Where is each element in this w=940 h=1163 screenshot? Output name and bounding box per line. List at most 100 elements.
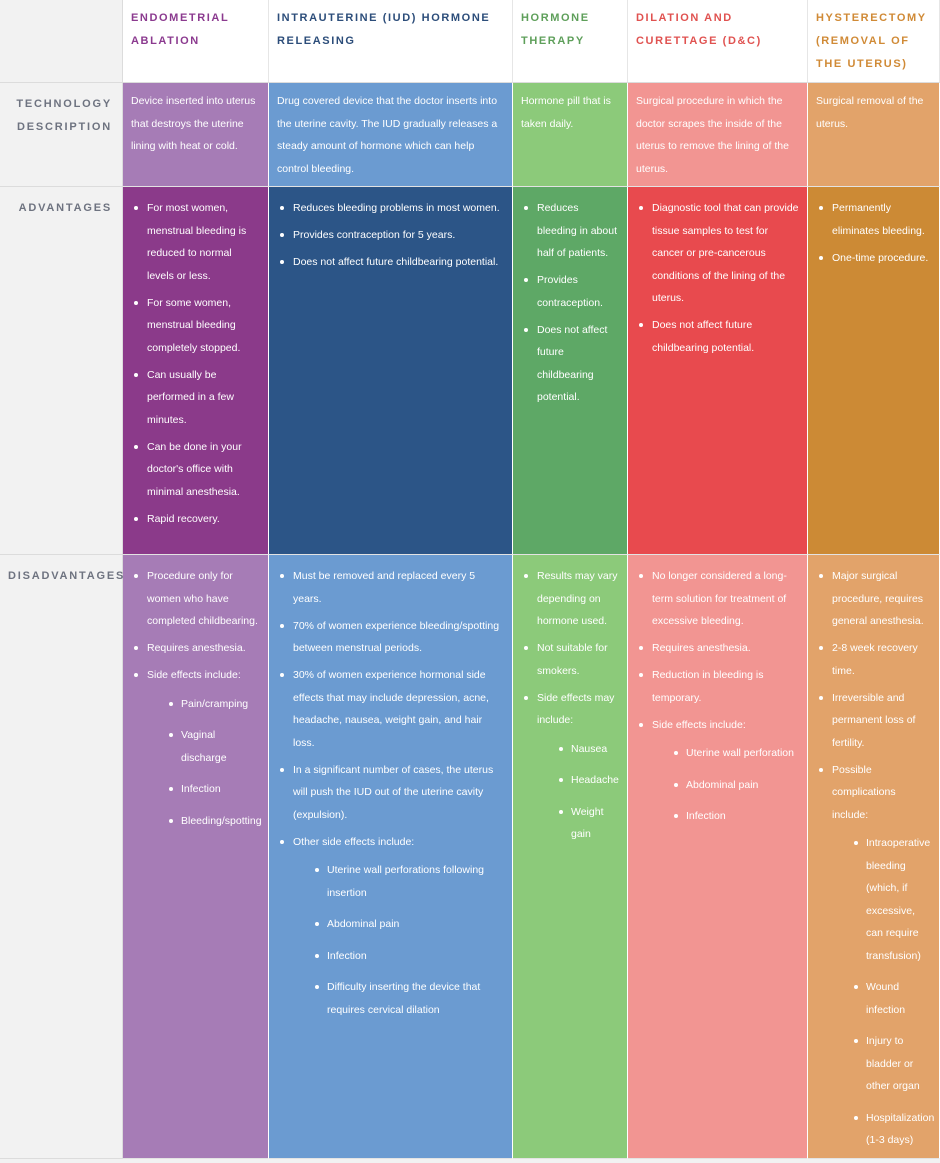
description-dilation-curettage: Surgical procedure in which the doctor s… [628,83,808,187]
advantages-dilation-curettage: Diagnostic tool that can provide tissue … [628,187,808,555]
sub-list-item: Bleeding/spotting [147,810,262,833]
column-header-iud: INTRAUTERINE (IUD) HORMONE RELEASING [269,0,513,83]
sub-list-item: Uterine wall perforations following inse… [293,859,504,904]
list-item: Reduces bleeding in about half of patien… [521,197,619,265]
description-hysterectomy: Surgical removal of the uterus. [808,83,940,187]
list-item-text: One-time procedure. [832,251,929,264]
list-item: Must be removed and replaced every 5 yea… [277,565,504,610]
list-item-text: 70% of women experience bleeding/spottin… [293,619,500,655]
description-endometrial-ablation: Device inserted into uterus that destroy… [123,83,269,187]
sub-list-item: Injury to bladder or other organ [832,1030,931,1098]
column-header-dilation-curettage: DILATION AND CURETTAGE (D&C) [628,0,808,83]
disadvantages-endometrial-ablation: Procedure only for women who have comple… [123,555,269,1159]
list-item: For most women, menstrual bleeding is re… [131,197,260,287]
sub-list-item: Abdominal pain [293,913,504,936]
column-header-hormone-therapy: HORMONE THERAPY [513,0,628,83]
list-item: Requires anesthesia. [131,637,260,660]
description-hormone-therapy: Hormone pill that is taken daily. [513,83,628,187]
advantages-hysterectomy: Permanently eliminates bleeding. One-time… [808,187,940,555]
list-item: Does not affect future childbearing pote… [277,251,504,274]
list-item-text: Side effects include: [147,669,241,681]
list-item: Other side effects include: Uterine wall … [277,831,504,1022]
row-header-advantages: ADVANTAGES [0,187,123,555]
list-item-text: 2-8 week recovery time. [832,642,918,677]
list-item-text: Reduces bleeding problems in most women. [293,202,500,214]
list-item: Possible complications include: Intraoper… [816,759,934,1152]
sub-list-item: Weight gain [537,801,619,846]
list-item: Requires anesthesia. [636,637,799,660]
list-item-text: Reduction in bleeding is temporary. [652,669,764,704]
sub-list-item: Headache [537,769,619,792]
list-item-text: Possible complications include: [832,763,896,821]
list-item-text: Results may vary depending on hormone us… [537,570,618,627]
list-item-text: Irreversible and permanent loss of ferti… [832,691,916,749]
list-item-text: Provides contraception. [537,274,603,309]
list-item: Does not affect future childbearing pote… [521,319,619,409]
list-item: Can usually be performed in a few minute… [131,364,260,432]
list-item: Side effects include: Uterine wall perfor… [636,714,799,828]
list-item: Can be done in your doctor's office with… [131,436,260,504]
list-item-text: Other side effects include: [293,835,415,848]
sub-list-item: Infection [293,945,504,968]
row-header-disadvantages: DISADVANTAGES [0,555,123,1159]
list-item-text: Not suitable for smokers. [537,642,608,677]
list-item-text: Provides contraception for 5 years. [293,229,456,241]
list-item-text: Requires anesthesia. [147,642,246,654]
list-item-text: Can usually be performed in a few minute… [147,368,234,426]
sub-list-item: Uterine wall perforation [652,742,799,765]
list-item: 70% of women experience bleeding/spottin… [277,615,504,660]
list-item-text: Does not affect future childbearing pote… [652,319,755,354]
sub-list-item: Intraoperative bleeding (which, if exces… [832,832,931,967]
sub-list: Pain/cramping Vaginal discharge Infection B… [147,693,262,833]
sub-list-item: Hospitalization (1-3 days) [832,1107,934,1152]
sub-list-item: Difficulty inserting the device that req… [293,976,504,1021]
column-header-hysterectomy: HYSTERECTOMY (REMOVAL OF THE UTERUS) [808,0,940,83]
list-item: 2-8 week recovery time. [816,637,931,682]
disadvantages-iud: Must be removed and replaced every 5 yea… [269,555,513,1159]
column-header-endometrial-ablation: ENDOMETRIAL ABLATION [123,0,269,83]
list-item: Major surgical procedure, requires gener… [816,565,931,633]
sub-list-item: Wound infection [832,976,931,1021]
list-item: Not suitable for smokers. [521,637,619,682]
list-item-text: For some women, menstrual bleeding compl… [147,296,241,354]
list-item: 30% of women experience hormonal side ef… [277,664,504,754]
advantages-iud: Reduces bleeding problems in most women.… [269,187,513,555]
list-item: Reduces bleeding problems in most women. [277,197,504,220]
list-item: No longer considered a long-term solutio… [636,565,799,633]
list-item: Results may vary depending on hormone us… [521,565,619,633]
list-item-text: Side effects include: [652,718,746,731]
list-item-text: 30% of women experience hormonal side ef… [293,669,489,749]
list-item: One-time procedure. [816,247,931,270]
advantages-endometrial-ablation: For most women, menstrual bleeding is re… [123,187,269,555]
sub-list-item: Vaginal discharge [147,724,260,769]
list-item-text: Does not affect future childbearing pote… [293,256,499,268]
list-item-text: In a significant number of cases, the ut… [293,763,494,821]
list-item-text: Can be done in your doctor's office with… [147,440,242,498]
list-item-text: Must be removed and replaced every 5 yea… [293,570,476,605]
list-item-text: Requires anesthesia. [652,642,751,654]
sub-list: Intraoperative bleeding (which, if exces… [832,832,934,1152]
list-item-text: Side effects may include: [537,691,615,727]
disadvantages-dilation-curettage: No longer considered a long-term solutio… [628,555,808,1159]
list-item-text: Diagnostic tool that can provide tissue … [652,202,799,304]
advantages-hormone-therapy: Reduces bleeding in about half of patien… [513,187,628,555]
list-item: For some women, menstrual bleeding compl… [131,292,260,360]
disadvantages-hormone-therapy: Results may vary depending on hormone us… [513,555,628,1159]
list-item-text: Major surgical procedure, requires gener… [832,570,924,627]
list-item: Procedure only for women who have comple… [131,565,260,633]
list-item: Reduction in bleeding is temporary. [636,664,799,709]
sub-list-item: Abdominal pain [652,774,799,797]
list-item-text: Does not affect future childbearing pote… [537,323,608,404]
list-item: Side effects may include: Nausea Headache W… [521,687,619,846]
list-item: Diagnostic tool that can provide tissue … [636,197,799,310]
list-item-text: No longer considered a long-term solutio… [652,570,787,627]
sub-list: Uterine wall perforation Abdominal pain In… [652,742,799,828]
description-iud: Drug covered device that the doctor inse… [269,83,513,187]
sub-list-item: Infection [147,778,260,801]
sub-list-item: Infection [652,805,799,828]
table-corner [0,0,123,83]
list-item: Does not affect future childbearing pote… [636,314,799,359]
sub-list-item: Nausea [537,738,619,761]
list-item-text: Permanently eliminates bleeding. [832,202,925,237]
